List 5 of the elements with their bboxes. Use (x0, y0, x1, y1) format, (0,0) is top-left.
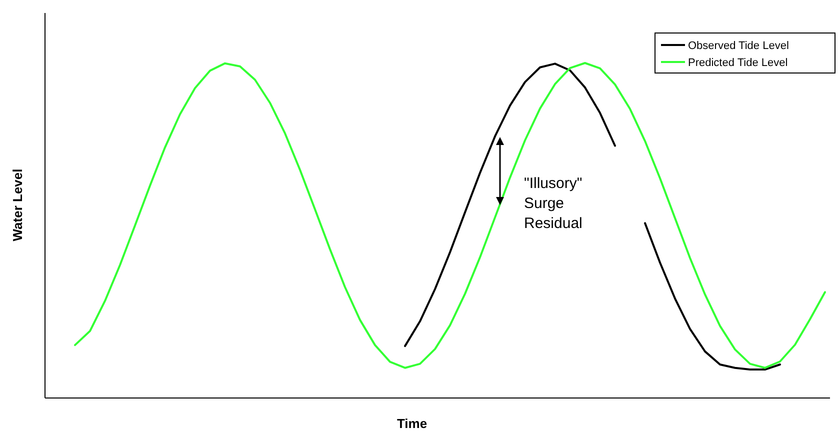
y-axis-title: Water Level (10, 168, 25, 242)
legend-label: Observed Tide Level (688, 40, 789, 52)
legend-label: Predicted Tide Level (688, 57, 788, 69)
annotation: "Illusory" Surge Residual (524, 175, 582, 232)
x-axis-title: Time (396, 416, 428, 431)
